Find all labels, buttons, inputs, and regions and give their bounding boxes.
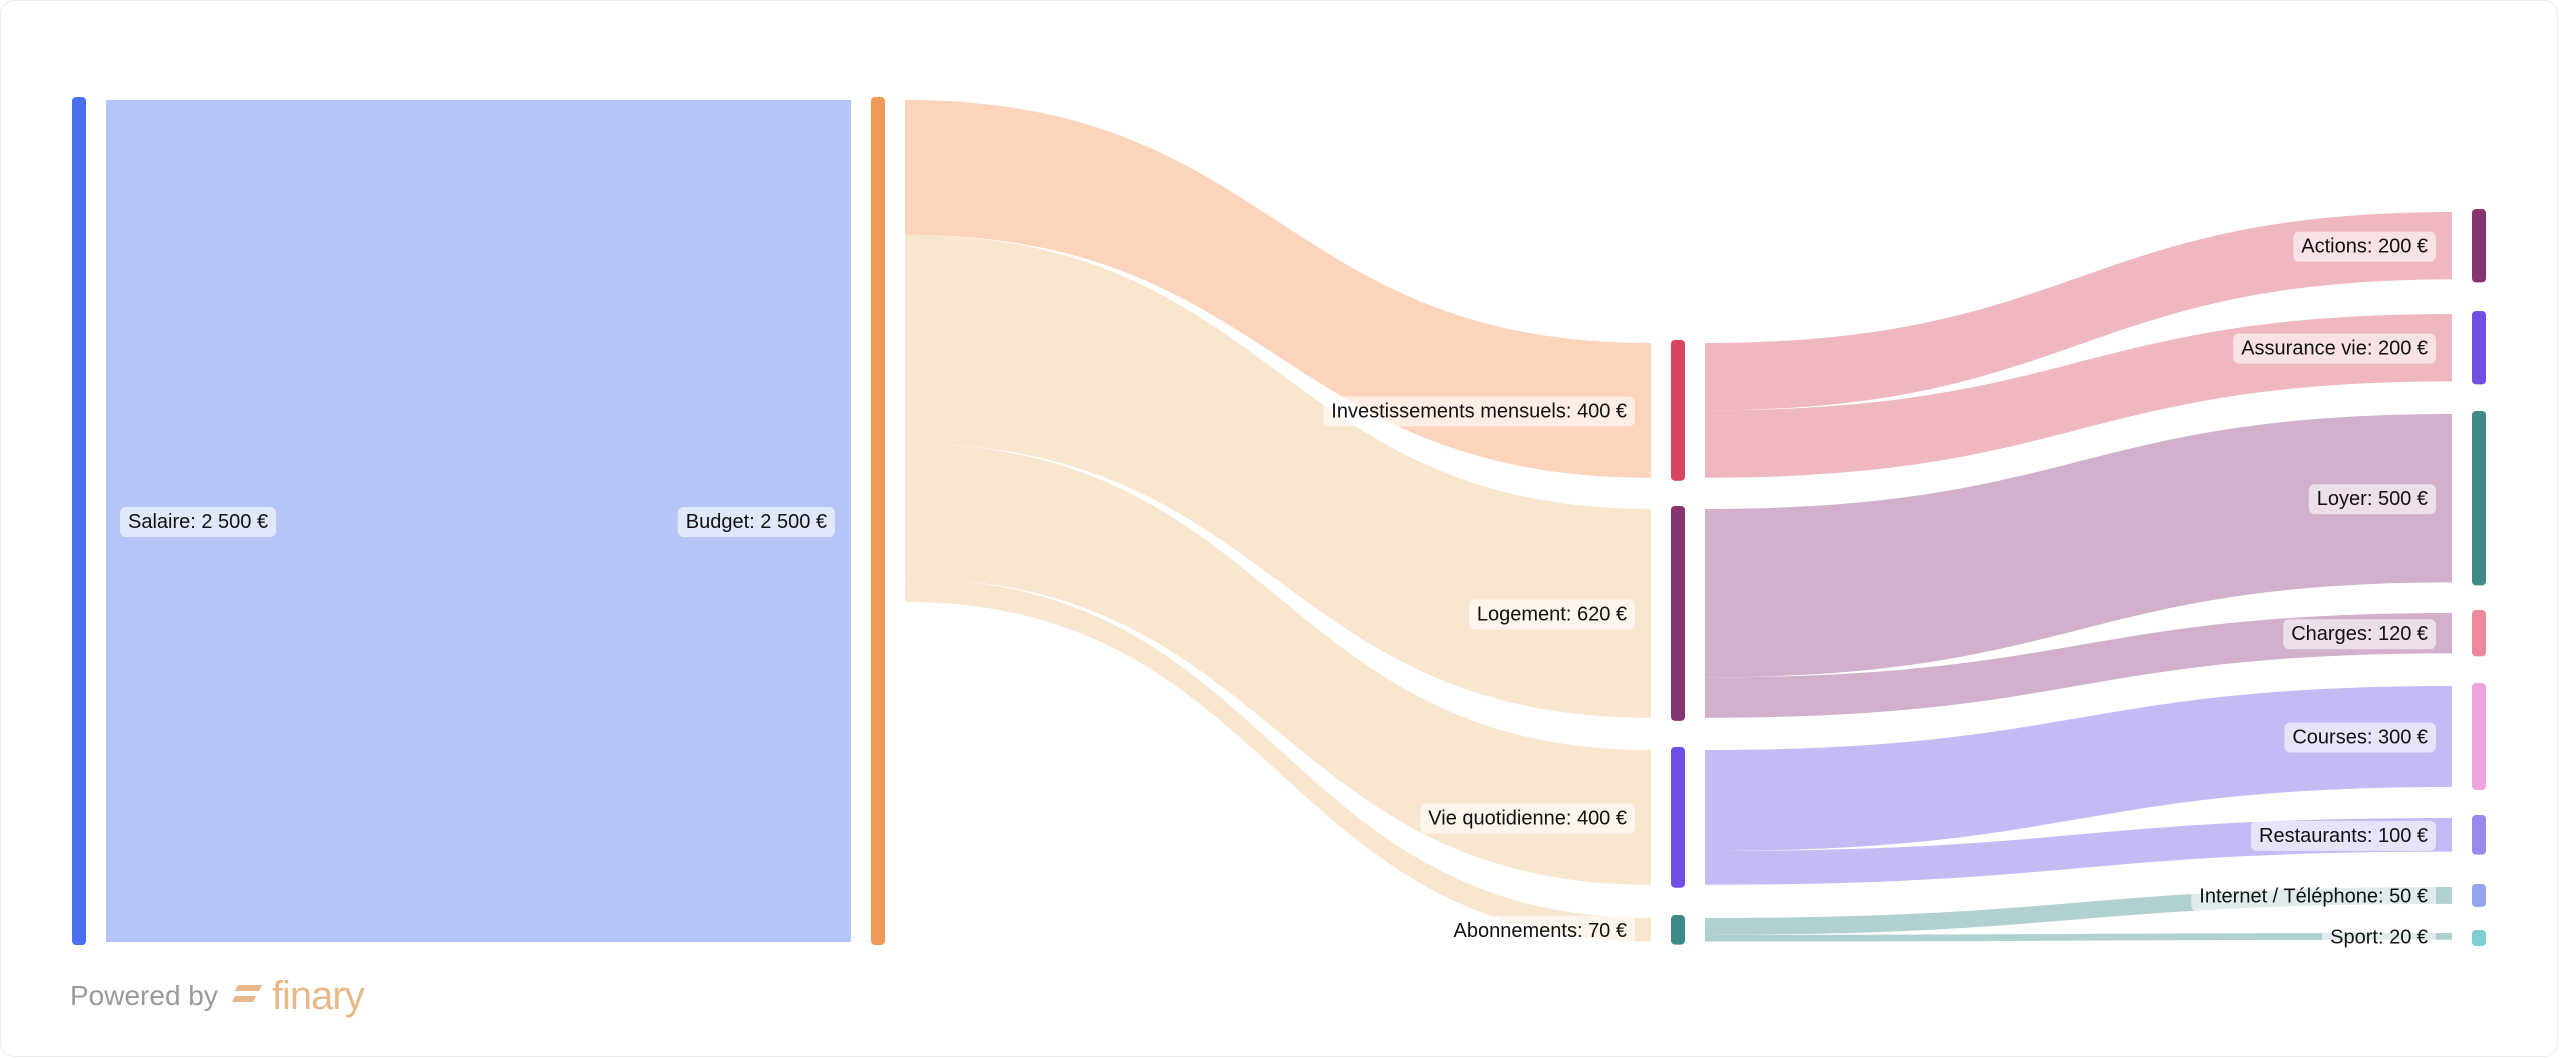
node-abo[interactable] xyxy=(1671,915,1685,945)
node-logement[interactable] xyxy=(1671,506,1685,721)
node-label-text-sport: Sport: 20 € xyxy=(2330,926,2428,948)
link-logement-to-loyer[interactable] xyxy=(1705,414,2452,678)
node-courses[interactable] xyxy=(2472,683,2486,791)
sankey-nodes xyxy=(72,97,2486,946)
link-vie-to-courses[interactable] xyxy=(1705,686,2452,852)
node-label-logement: Logement: 620 € xyxy=(1468,599,1635,630)
node-label-invest: Investissements mensuels: 400 € xyxy=(1323,396,1635,427)
node-label-text-logement: Logement: 620 € xyxy=(1477,603,1627,625)
link-budget-to-invest[interactable] xyxy=(905,100,1651,478)
node-label-restaurants: Restaurants: 100 € xyxy=(2251,820,2436,851)
node-label-text-actions: Actions: 200 € xyxy=(2301,236,2428,258)
sankey-links xyxy=(106,100,2452,942)
node-label-salaire: Salaire: 2 500 € xyxy=(120,507,277,537)
node-actions[interactable] xyxy=(2472,209,2486,283)
link-salaire-to-budget[interactable] xyxy=(106,100,851,942)
powered-by-text: Powered by xyxy=(70,980,218,1011)
link-logement-to-charges[interactable] xyxy=(1705,613,2452,718)
node-label-text-assurance: Assurance vie: 200 € xyxy=(2241,338,2428,360)
finary-logo-icon xyxy=(231,985,262,1002)
finary-brand-text: finary xyxy=(271,973,365,1018)
node-budget[interactable] xyxy=(871,97,885,945)
node-assurance[interactable] xyxy=(2472,311,2486,385)
link-budget-to-abo[interactable] xyxy=(905,578,1651,942)
node-label-budget: Budget: 2 500 € xyxy=(677,507,835,537)
node-label-text-budget: Budget: 2 500 € xyxy=(686,511,827,533)
footer: Powered by finary xyxy=(70,973,365,1019)
node-label-text-abo: Abonnements: 70 € xyxy=(1454,920,1627,942)
node-label-text-salaire: Salaire: 2 500 € xyxy=(128,511,268,533)
node-label-abo: Abonnements: 70 € xyxy=(1445,915,1635,946)
node-label-charges: Charges: 120 € xyxy=(2283,619,2436,650)
node-vie[interactable] xyxy=(1671,747,1685,888)
node-label-text-restaurants: Restaurants: 100 € xyxy=(2259,825,2428,847)
node-loyer[interactable] xyxy=(2472,411,2486,586)
node-label-internet: Internet / Téléphone: 50 € xyxy=(2191,881,2436,912)
node-internet[interactable] xyxy=(2472,884,2486,907)
node-label-text-invest: Investissements mensuels: 400 € xyxy=(1331,400,1627,422)
node-label-text-charges: Charges: 120 € xyxy=(2291,623,2428,645)
link-budget-to-logement[interactable] xyxy=(905,234,1651,718)
node-invest[interactable] xyxy=(1671,340,1685,481)
node-label-text-vie: Vie quotidienne: 400 € xyxy=(1428,807,1627,829)
node-label-text-loyer: Loyer: 500 € xyxy=(2317,488,2428,510)
node-label-actions: Actions: 200 € xyxy=(2293,231,2436,262)
sankey-labels: Salaire: 2 500 € Budget: 2 500 € Investiss… xyxy=(120,231,2436,953)
node-label-assurance: Assurance vie: 200 € xyxy=(2233,333,2436,364)
node-label-text-internet: Internet / Téléphone: 50 € xyxy=(2199,885,2428,907)
node-label-text-courses: Courses: 300 € xyxy=(2292,727,2428,749)
link-abo-to-sport[interactable] xyxy=(1705,933,2452,942)
node-label-courses: Courses: 300 € xyxy=(2284,722,2436,753)
node-label-loyer: Loyer: 500 € xyxy=(2308,484,2436,515)
node-charges[interactable] xyxy=(2472,610,2486,657)
link-budget-to-vie[interactable] xyxy=(905,443,1651,885)
link-invest-to-actions[interactable] xyxy=(1705,212,2452,411)
node-sport[interactable] xyxy=(2472,930,2486,946)
finary-logo[interactable]: finary xyxy=(231,973,365,1019)
node-label-vie: Vie quotidienne: 400 € xyxy=(1420,803,1635,834)
node-salaire[interactable] xyxy=(72,97,86,945)
node-restaurants[interactable] xyxy=(2472,815,2486,855)
node-label-sport: Sport: 20 € xyxy=(2322,922,2436,953)
